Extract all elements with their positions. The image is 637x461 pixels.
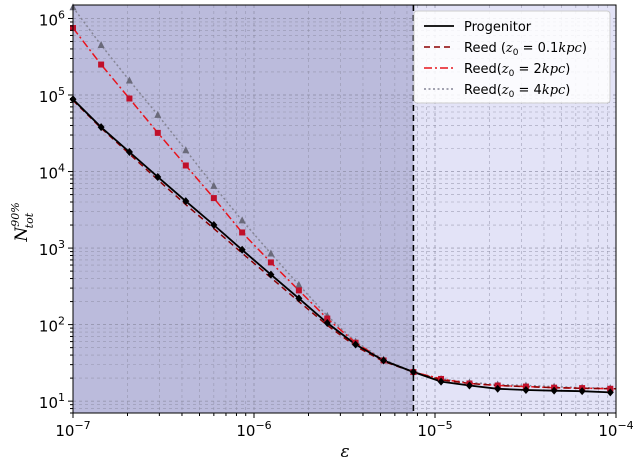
data-point-0	[323, 318, 331, 327]
data-point-0	[210, 221, 218, 230]
legend-box	[413, 10, 611, 104]
y-label-main: N	[12, 226, 32, 243]
data-point-3	[267, 249, 275, 257]
legend-label-1: Reed (z0 = 0.1kpc)	[464, 41, 587, 58]
y-tick-label: 105	[39, 85, 65, 106]
data-point-2	[295, 287, 302, 294]
data-point-3	[210, 181, 218, 189]
data-point-0	[409, 368, 417, 377]
series-line-2	[72, 27, 611, 390]
data-point-3	[125, 76, 133, 84]
legend: Progenitor Reed (z0 = 0.1kpc) Reed(z0 = 2k…	[413, 10, 611, 104]
y-tick-label: 103	[39, 238, 65, 259]
data-point-0	[437, 377, 445, 386]
data-point-2	[210, 195, 217, 202]
data-point-0	[154, 172, 162, 181]
data-point-0	[380, 356, 388, 365]
data-point-3	[182, 146, 190, 154]
data-point-2	[267, 259, 274, 266]
x-axis-label: ε	[340, 442, 349, 461]
y-label-sub: tot	[23, 212, 36, 228]
data-point-0	[238, 245, 246, 254]
axes-frame	[72, 4, 617, 414]
data-point-3	[238, 216, 246, 224]
data-point-0	[465, 381, 473, 390]
series-line-0	[72, 98, 611, 394]
series-markers	[69, 3, 614, 397]
data-point-3	[154, 110, 162, 118]
series-line-1	[72, 99, 617, 390]
data-point-0	[522, 385, 530, 394]
legend-label-3: Reed(z0 = 4kpc)	[464, 83, 570, 100]
data-point-0	[125, 148, 133, 157]
data-point-0	[97, 123, 105, 132]
series-lines	[72, 6, 617, 394]
series-line-3	[72, 6, 611, 389]
y-tick-label: 102	[39, 315, 65, 336]
data-point-0	[578, 387, 586, 396]
shaded-region	[73, 5, 414, 413]
data-point-2	[324, 315, 331, 322]
x-tick-label: 10−4	[598, 419, 633, 440]
data-point-2	[182, 162, 189, 169]
legend-label-0: Progenitor	[464, 20, 532, 35]
data-point-0	[352, 340, 360, 349]
data-point-3	[97, 41, 105, 49]
y-tick-label: 106	[39, 8, 65, 29]
svg-text:N90%tot: N90%tot	[9, 202, 36, 242]
data-point-2	[239, 229, 246, 236]
data-point-2	[98, 61, 105, 68]
y-tick-label: 101	[39, 391, 65, 412]
x-tick-label: 10−7	[55, 419, 90, 440]
plot-frame	[72, 4, 617, 414]
data-point-0	[295, 294, 303, 303]
y-axis-label: N90%tot	[9, 202, 36, 242]
data-point-3	[295, 280, 303, 288]
data-point-0	[550, 386, 558, 395]
data-point-0	[494, 384, 502, 393]
x-tick-label: 10−5	[417, 419, 452, 440]
data-point-2	[126, 95, 133, 102]
data-point-0	[606, 388, 614, 397]
y-label-sup: 90%	[9, 202, 22, 226]
tick-labels: 10−7 10−6 10−5 10−4 101 102 103 104 105 106	[39, 8, 634, 440]
legend-label-2: Reed(z0 = 2kpc)	[464, 62, 570, 79]
y-tick-label: 104	[39, 162, 65, 183]
data-point-2	[154, 129, 161, 136]
x-tick-label: 10−6	[236, 419, 271, 440]
data-point-0	[267, 270, 275, 279]
data-point-0	[182, 197, 190, 206]
